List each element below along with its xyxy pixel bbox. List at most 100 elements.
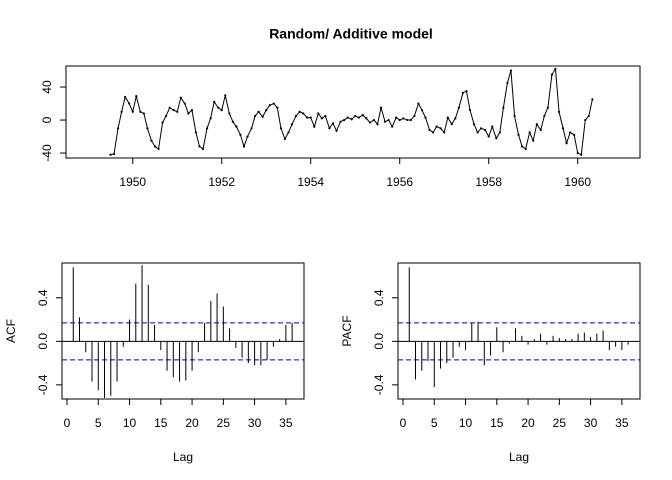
point: [391, 125, 394, 128]
series-line: [110, 67, 593, 156]
x-tick-label: 1958: [475, 175, 502, 189]
x-tick-label: 25: [553, 416, 567, 430]
point: [242, 145, 246, 148]
point: [557, 110, 561, 113]
x-tick-label: 15: [154, 416, 168, 430]
point: [484, 128, 487, 132]
x-tick-label: 35: [279, 416, 293, 430]
point: [306, 116, 309, 119]
point: [309, 116, 312, 119]
point: [157, 147, 160, 151]
point: [142, 112, 145, 115]
point: [109, 153, 112, 156]
x-axis-label: Lag: [173, 450, 193, 464]
y-tick-label: 0.4: [36, 289, 50, 306]
point: [506, 81, 509, 85]
point: [576, 151, 579, 155]
point: [128, 102, 131, 105]
point: [265, 109, 268, 112]
point: [279, 127, 283, 130]
x-tick-label: 20: [521, 416, 535, 430]
point: [402, 117, 405, 120]
point: [343, 118, 346, 122]
point: [220, 109, 223, 112]
point: [428, 128, 431, 132]
point: [313, 125, 316, 128]
point: [450, 123, 453, 126]
x-tick-label: 35: [615, 416, 629, 430]
y-tick-label: 0.0: [36, 333, 50, 350]
point: [580, 153, 583, 156]
x-tick-label: 30: [248, 416, 262, 430]
point: [357, 116, 360, 119]
point: [231, 120, 234, 123]
point: [550, 73, 553, 76]
point: [187, 112, 190, 115]
point: [150, 139, 153, 142]
point: [287, 131, 290, 134]
point: [502, 106, 505, 109]
point: [417, 102, 420, 105]
y-tick-label: 0: [40, 116, 54, 123]
y-tick-label: 40: [40, 80, 54, 94]
x-tick-label: 20: [185, 416, 199, 430]
point: [495, 137, 498, 140]
point: [246, 135, 249, 138]
point: [272, 102, 275, 105]
y-axis-label: PACF: [340, 315, 354, 346]
point: [454, 117, 457, 120]
point: [205, 127, 209, 130]
x-tick-label: 0: [64, 416, 71, 430]
x-tick-label: 15: [490, 416, 504, 430]
point: [395, 116, 398, 119]
point: [513, 114, 516, 118]
point: [339, 120, 342, 123]
point: [509, 69, 513, 72]
x-tick-label: 0: [400, 416, 407, 430]
point: [261, 115, 264, 118]
point: [146, 127, 149, 130]
point: [517, 133, 520, 136]
point: [224, 94, 227, 97]
point: [406, 118, 409, 122]
point: [498, 131, 501, 134]
x-tick-label: 1950: [119, 175, 146, 189]
point: [135, 95, 138, 98]
point: [179, 96, 182, 99]
point: [457, 106, 461, 109]
x-tick-label: 5: [431, 416, 438, 430]
point: [409, 118, 412, 122]
y-tick-label: 0.0: [372, 333, 386, 350]
point: [398, 118, 401, 122]
point: [290, 123, 294, 126]
point: [413, 114, 416, 118]
point: [139, 110, 142, 113]
point: [365, 117, 368, 120]
plot-box: [397, 262, 641, 400]
point: [546, 106, 549, 109]
point: [439, 127, 442, 130]
point: [320, 117, 323, 120]
point: [524, 147, 527, 151]
point: [254, 114, 257, 118]
point: [257, 110, 260, 113]
point: [491, 125, 494, 128]
point: [446, 116, 449, 119]
point: [431, 131, 435, 134]
x-tick-label: 10: [459, 416, 473, 430]
point: [435, 125, 438, 128]
chart-title: Random/ Additive model: [269, 26, 433, 42]
point: [153, 145, 157, 148]
point: [328, 127, 331, 130]
point: [268, 104, 271, 107]
plot-box: [65, 65, 641, 159]
y-tick-label: -40: [40, 144, 54, 162]
point: [165, 114, 168, 118]
point: [183, 102, 186, 105]
point: [420, 109, 424, 112]
x-tick-label: 1952: [208, 175, 235, 189]
point: [368, 121, 372, 124]
point: [532, 139, 535, 142]
point: [194, 131, 198, 134]
point: [565, 142, 568, 145]
